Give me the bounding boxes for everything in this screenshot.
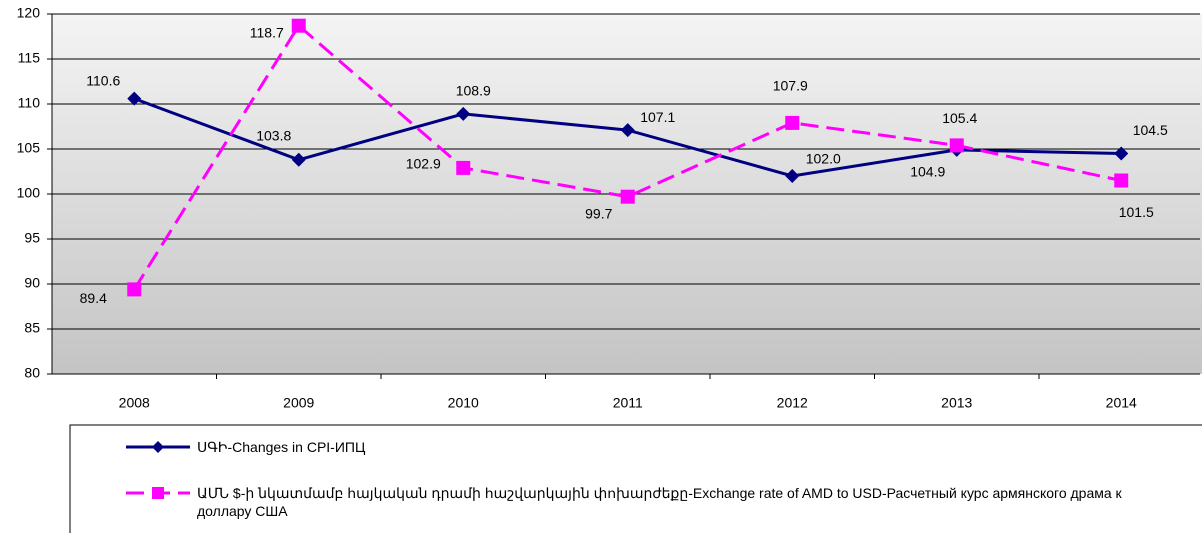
point <box>620 123 635 138</box>
legend-label: ՍԳԻ-Changes in CPI-ИПЦ <box>197 439 366 455</box>
data-label: 104.5 <box>1133 122 1168 138</box>
data-label: 108.9 <box>456 83 491 99</box>
y-tick-label: 120 <box>17 5 41 21</box>
point <box>785 169 800 183</box>
legend-label: ԱՄՆ $-ի նկատմամբ հայկական դրամի հաշվարկա… <box>197 485 1122 519</box>
data-label: 102.9 <box>406 156 441 172</box>
data-label: 103.8 <box>256 128 291 144</box>
legend-marker <box>152 441 164 453</box>
y-tick-label: 90 <box>24 275 40 291</box>
point <box>127 91 142 106</box>
y-tick-label: 80 <box>24 365 40 381</box>
data-label: 99.7 <box>585 205 612 221</box>
y-tick-label: 115 <box>18 50 41 66</box>
legend-box <box>69 424 1202 533</box>
point <box>785 115 800 130</box>
data-label: 107.1 <box>640 109 675 125</box>
y-tick-label: 110 <box>18 95 41 111</box>
x-tick-label: 2009 <box>283 395 314 411</box>
x-tick-label: 2011 <box>613 395 643 411</box>
point <box>456 106 471 121</box>
legend-marker <box>152 487 164 499</box>
x-tick-label: 2010 <box>448 395 479 411</box>
point <box>1114 146 1129 161</box>
y-tick-label: 105 <box>17 140 41 156</box>
x-tick-label: 2013 <box>941 395 972 411</box>
data-label: 104.9 <box>910 164 945 180</box>
point <box>1114 173 1129 188</box>
point <box>127 282 142 297</box>
point <box>291 18 306 33</box>
point <box>456 160 471 175</box>
x-tick-label: 2008 <box>119 395 150 411</box>
point <box>620 189 635 204</box>
data-label: 102.0 <box>806 151 841 167</box>
x-tick-label: 2014 <box>1106 395 1137 411</box>
x-tick-label: 2012 <box>777 395 808 411</box>
point <box>291 152 306 167</box>
data-label: 101.5 <box>1119 204 1154 220</box>
data-label: 89.4 <box>80 290 107 306</box>
point <box>949 138 964 153</box>
data-label: 118.7 <box>250 24 284 40</box>
data-label: 110.6 <box>86 72 120 88</box>
data-label: 105.4 <box>942 110 977 126</box>
data-label: 107.9 <box>773 78 808 94</box>
y-tick-label: 95 <box>24 230 40 246</box>
y-tick-label: 100 <box>17 185 41 201</box>
y-tick-label: 85 <box>24 320 40 336</box>
